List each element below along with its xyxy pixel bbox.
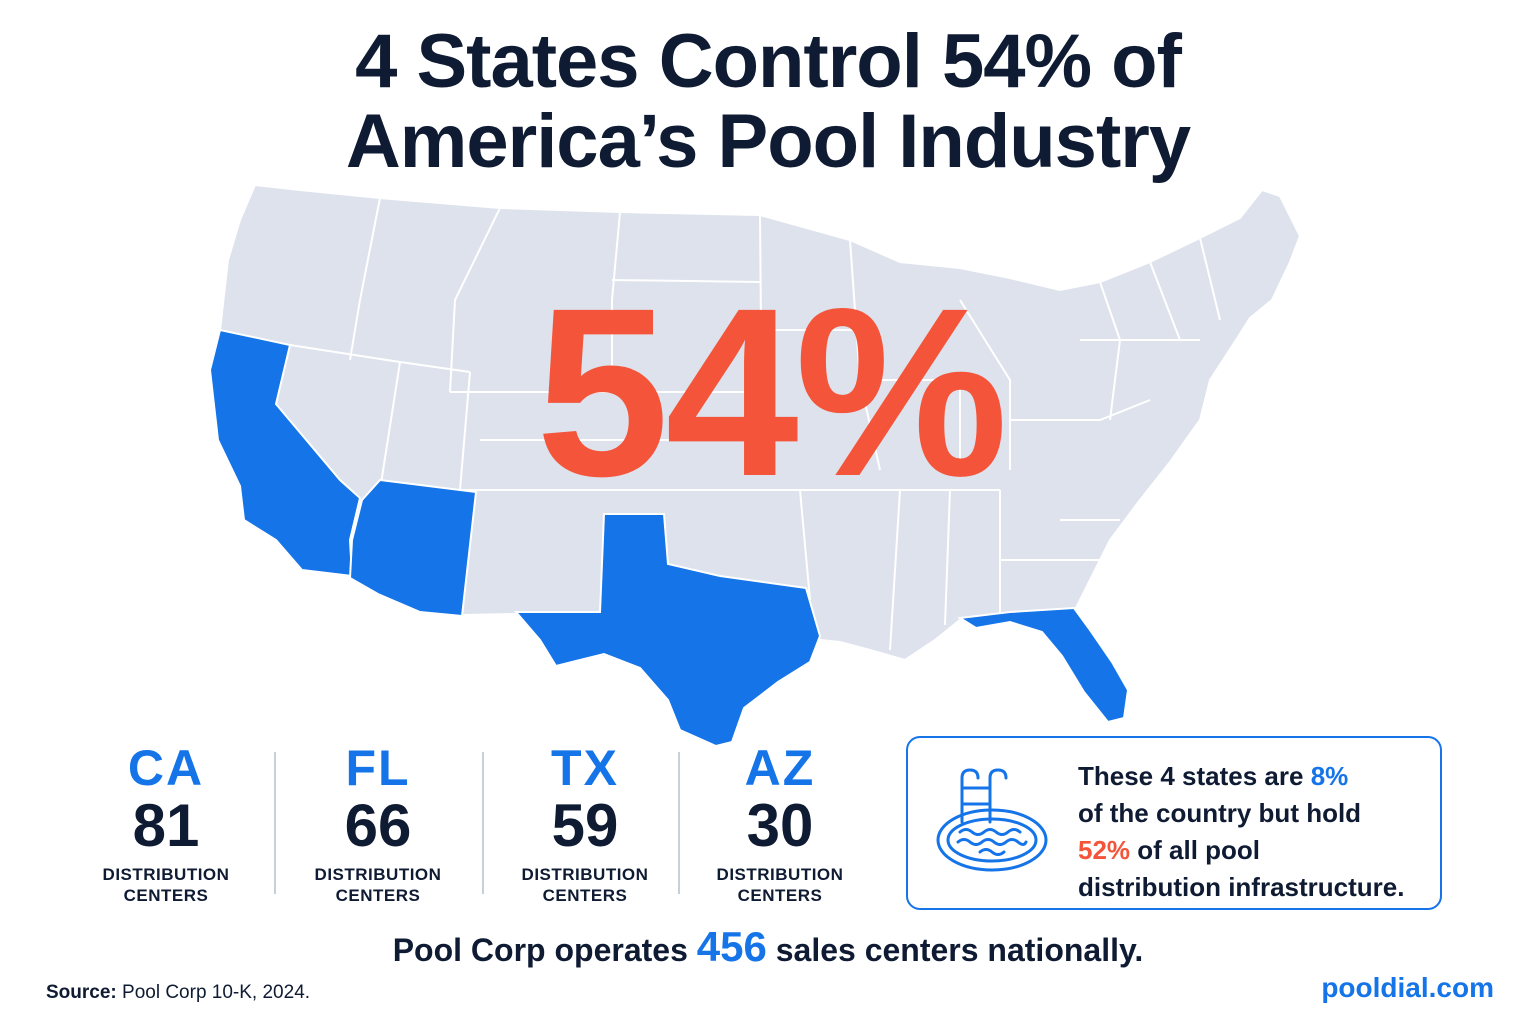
stat-count: 30: [746, 792, 814, 859]
stat-az: AZ 30 DISTRIBUTION CENTERS: [680, 740, 880, 906]
stat-count: 66: [344, 792, 412, 859]
callout-pct-infrastructure: 52%: [1078, 835, 1131, 865]
headline-percentage: 54%: [535, 258, 1008, 526]
sales-line-before: Pool Corp operates: [392, 932, 697, 968]
stat-label-line2: CENTERS: [335, 886, 421, 905]
stat-label-line1: DISTRIBUTION: [314, 865, 442, 884]
stat-label-line1: DISTRIBUTION: [716, 865, 844, 884]
state-borders: [289, 197, 1221, 651]
stat-code: CA: [127, 740, 205, 796]
page-title: 4 States Control 54% of America’s Pool I…: [0, 22, 1536, 182]
pool-icon: [936, 768, 1048, 872]
state-texas: [513, 513, 822, 748]
stat-code: FL: [345, 740, 411, 796]
stat-label-line1: DISTRIBUTION: [102, 865, 230, 884]
callout-part4: distribution infrastructure.: [1078, 872, 1405, 902]
callout-part3: of all pool: [1130, 835, 1261, 865]
stat-label: DISTRIBUTION CENTERS: [278, 864, 478, 906]
stat-ca: CA 81 DISTRIBUTION CENTERS: [66, 740, 266, 906]
stat-label-line1: DISTRIBUTION: [521, 865, 649, 884]
stat-count: 81: [132, 792, 200, 859]
title-line-2: America’s Pool Industry: [345, 99, 1191, 184]
stat-code: TX: [551, 740, 619, 796]
state-stats: CA 81 DISTRIBUTION CENTERS FL 66 DISTRIB…: [60, 740, 880, 910]
sales-centers-count: 456: [696, 923, 767, 970]
stat-label: DISTRIBUTION CENTERS: [680, 864, 880, 906]
sales-centers-line: Pool Corp operates 456 sales centers nat…: [0, 922, 1536, 975]
divider: [678, 752, 680, 894]
divider: [274, 752, 276, 894]
callout-box: These 4 states are 8% of the country but…: [906, 736, 1442, 910]
state-california: [208, 328, 362, 578]
stat-label-line2: CENTERS: [542, 886, 628, 905]
sales-line-after: sales centers nationally.: [766, 932, 1144, 968]
site-link[interactable]: pooldial.com: [1321, 972, 1494, 1003]
state-florida: [957, 606, 1130, 724]
title-line-1: 4 States Control 54% of: [355, 19, 1182, 104]
callout-text: These 4 states are 8% of the country but…: [1078, 758, 1428, 906]
stat-fl: FL 66 DISTRIBUTION CENTERS: [278, 740, 478, 906]
callout-part1: These 4 states are: [1078, 761, 1311, 791]
callout-part2: of the country but hold: [1078, 798, 1362, 828]
stat-label-line2: CENTERS: [123, 886, 209, 905]
stat-label: DISTRIBUTION CENTERS: [485, 864, 685, 906]
callout-pct-area: 8%: [1310, 761, 1349, 791]
source-note: Source: Pool Corp 10-K, 2024.: [46, 982, 310, 1004]
stat-count: 59: [551, 792, 619, 859]
source-text: Pool Corp 10-K, 2024.: [122, 982, 311, 1003]
stat-label-line2: CENTERS: [737, 886, 823, 905]
state-arizona: [348, 478, 478, 618]
divider: [482, 752, 484, 894]
us-map: [208, 183, 1302, 748]
stat-code: AZ: [744, 740, 816, 796]
stat-label: DISTRIBUTION CENTERS: [66, 864, 266, 906]
stat-tx: TX 59 DISTRIBUTION CENTERS: [485, 740, 685, 906]
source-label: Source:: [46, 982, 117, 1003]
